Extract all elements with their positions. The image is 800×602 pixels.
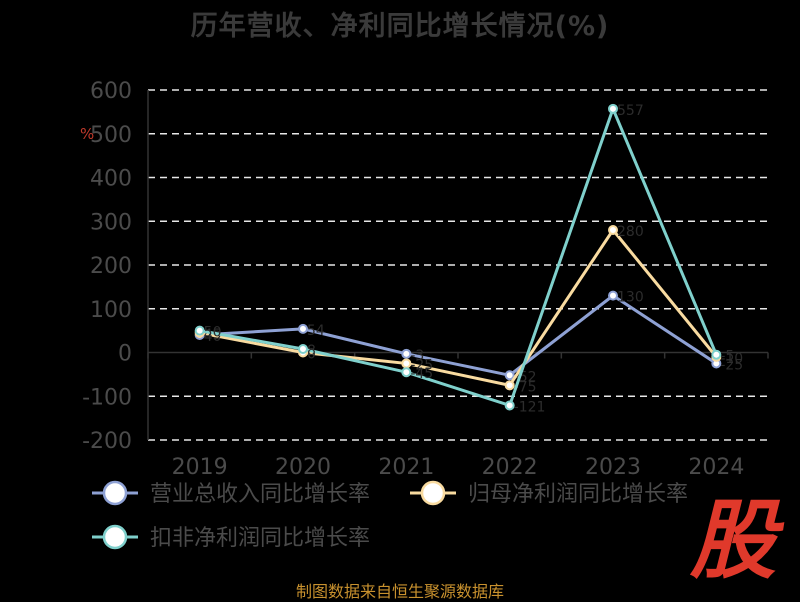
data-point[interactable] bbox=[401, 367, 412, 378]
x-tick-label: 2019 bbox=[172, 455, 228, 480]
data-label: -3 bbox=[410, 348, 424, 364]
legend-label: 归母净利润同比增长率 bbox=[468, 482, 688, 507]
y-tick-label: 400 bbox=[90, 167, 132, 192]
y-tick-label: -200 bbox=[82, 429, 132, 454]
y-tick-label: -100 bbox=[82, 385, 132, 410]
x-tick-label: 2024 bbox=[688, 455, 744, 480]
y-tick-label: 600 bbox=[90, 79, 132, 104]
legend-label: 扣非净利润同比增长率 bbox=[150, 526, 370, 551]
data-point[interactable] bbox=[608, 290, 618, 301]
legend-item[interactable]: 营业总收入同比增长率 bbox=[92, 480, 370, 507]
x-tick-label: 2022 bbox=[482, 455, 538, 480]
data-point[interactable] bbox=[401, 348, 412, 359]
series-line bbox=[199, 107, 718, 407]
y-tick-label: 100 bbox=[90, 298, 132, 323]
x-tick-labels: 2019 2020 2021 2022 2023 2024 bbox=[172, 455, 745, 480]
data-label: -45 bbox=[410, 366, 433, 382]
y-tick-labels: 600 500 400 300 200 100 0 -100 -200 bbox=[82, 79, 132, 454]
chart-title: 历年营收、净利同比增长情况(%) bbox=[190, 11, 610, 42]
y-tick-label: 0 bbox=[118, 342, 132, 367]
data-label: 50 bbox=[204, 325, 222, 341]
data-label: -75 bbox=[514, 379, 537, 395]
series-line bbox=[199, 228, 718, 387]
y-tick-label: 300 bbox=[90, 210, 132, 235]
legend-label: 营业总收入同比增长率 bbox=[150, 482, 370, 507]
data-label: 0 bbox=[307, 347, 316, 363]
data-label: 280 bbox=[617, 224, 644, 240]
data-label: -25 bbox=[720, 357, 743, 373]
data-point[interactable] bbox=[504, 380, 515, 391]
x-tick-label: 2020 bbox=[275, 455, 331, 480]
data-label: 54 bbox=[307, 323, 325, 339]
data-point[interactable] bbox=[401, 358, 412, 369]
legend-marker bbox=[420, 480, 446, 506]
data-label: 8 bbox=[307, 343, 316, 359]
source-note: 制图数据来自恒生聚源数据库 bbox=[295, 582, 504, 601]
x-tick-label: 2021 bbox=[378, 455, 434, 480]
data-point[interactable] bbox=[608, 103, 618, 114]
data-point[interactable] bbox=[608, 225, 618, 235]
legend-item[interactable]: 扣非净利润同比增长率 bbox=[92, 524, 370, 551]
legend-item[interactable]: 归母净利润同比增长率 bbox=[410, 480, 688, 507]
legend-marker bbox=[102, 480, 128, 506]
legend-marker bbox=[102, 524, 128, 550]
data-label: -121 bbox=[514, 399, 546, 415]
data-label: -5 bbox=[720, 349, 734, 365]
y-tick-label: 200 bbox=[90, 254, 132, 279]
data-label: -25 bbox=[410, 357, 433, 373]
series-lines: 40 54-3-52130-25450-25-75280-10508-45-121… bbox=[194, 103, 743, 415]
series-line bbox=[199, 294, 718, 377]
data-label: 130 bbox=[617, 290, 644, 306]
y-axis-unit-label: % bbox=[80, 125, 94, 143]
data-label: -10 bbox=[720, 351, 743, 367]
data-point[interactable] bbox=[194, 325, 205, 336]
series-3: 50 8 -45 -121 557 -5 bbox=[194, 103, 734, 415]
grid-lines bbox=[148, 89, 768, 441]
y-tick-label: 500 bbox=[90, 123, 132, 148]
data-point[interactable] bbox=[298, 344, 308, 354]
data-point[interactable] bbox=[298, 323, 308, 334]
logo: 股 bbox=[690, 491, 776, 591]
data-label: 557 bbox=[617, 103, 644, 119]
x-tick-label: 2023 bbox=[585, 455, 641, 480]
data-point[interactable] bbox=[711, 349, 722, 360]
axes bbox=[147, 90, 769, 440]
data-point[interactable] bbox=[504, 370, 515, 381]
data-point[interactable] bbox=[504, 400, 515, 411]
